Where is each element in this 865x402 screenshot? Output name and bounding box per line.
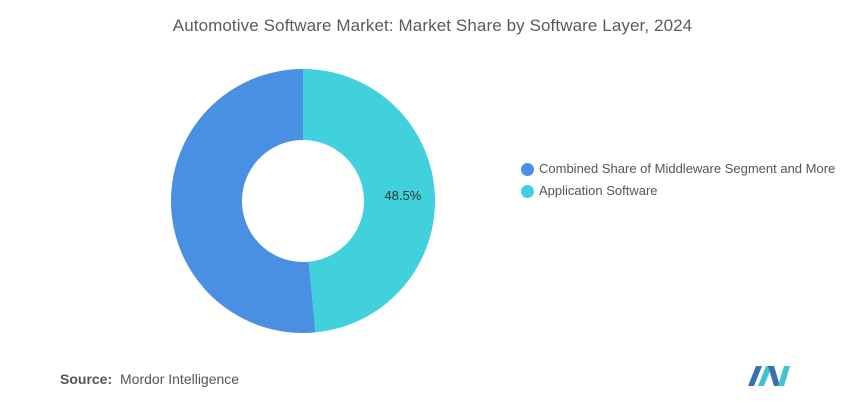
source-key: Source: — [60, 371, 113, 387]
mordor-intelligence-logo — [748, 366, 790, 386]
legend-label: Application Software — [539, 183, 658, 198]
source-value: Mordor Intelligence — [120, 371, 240, 387]
legend-swatch — [521, 163, 534, 176]
chart-title: Automotive Software Market: Market Share… — [172, 16, 693, 35]
chart-legend: Combined Share of Middleware Segment and… — [521, 161, 841, 205]
legend-item: Combined Share of Middleware Segment and… — [521, 161, 841, 177]
source-note: Source: Mordor Intelligence — [60, 371, 239, 387]
pie-slice-combined-share-of-middleware-segment-and-more — [171, 69, 316, 333]
legend-swatch — [521, 185, 534, 198]
slice-data-label: 48.5% — [384, 188, 421, 203]
pie-slice-application-software — [303, 69, 436, 333]
legend-item: Application Software — [521, 183, 841, 199]
legend-label: Combined Share of Middleware Segment and… — [539, 161, 836, 176]
